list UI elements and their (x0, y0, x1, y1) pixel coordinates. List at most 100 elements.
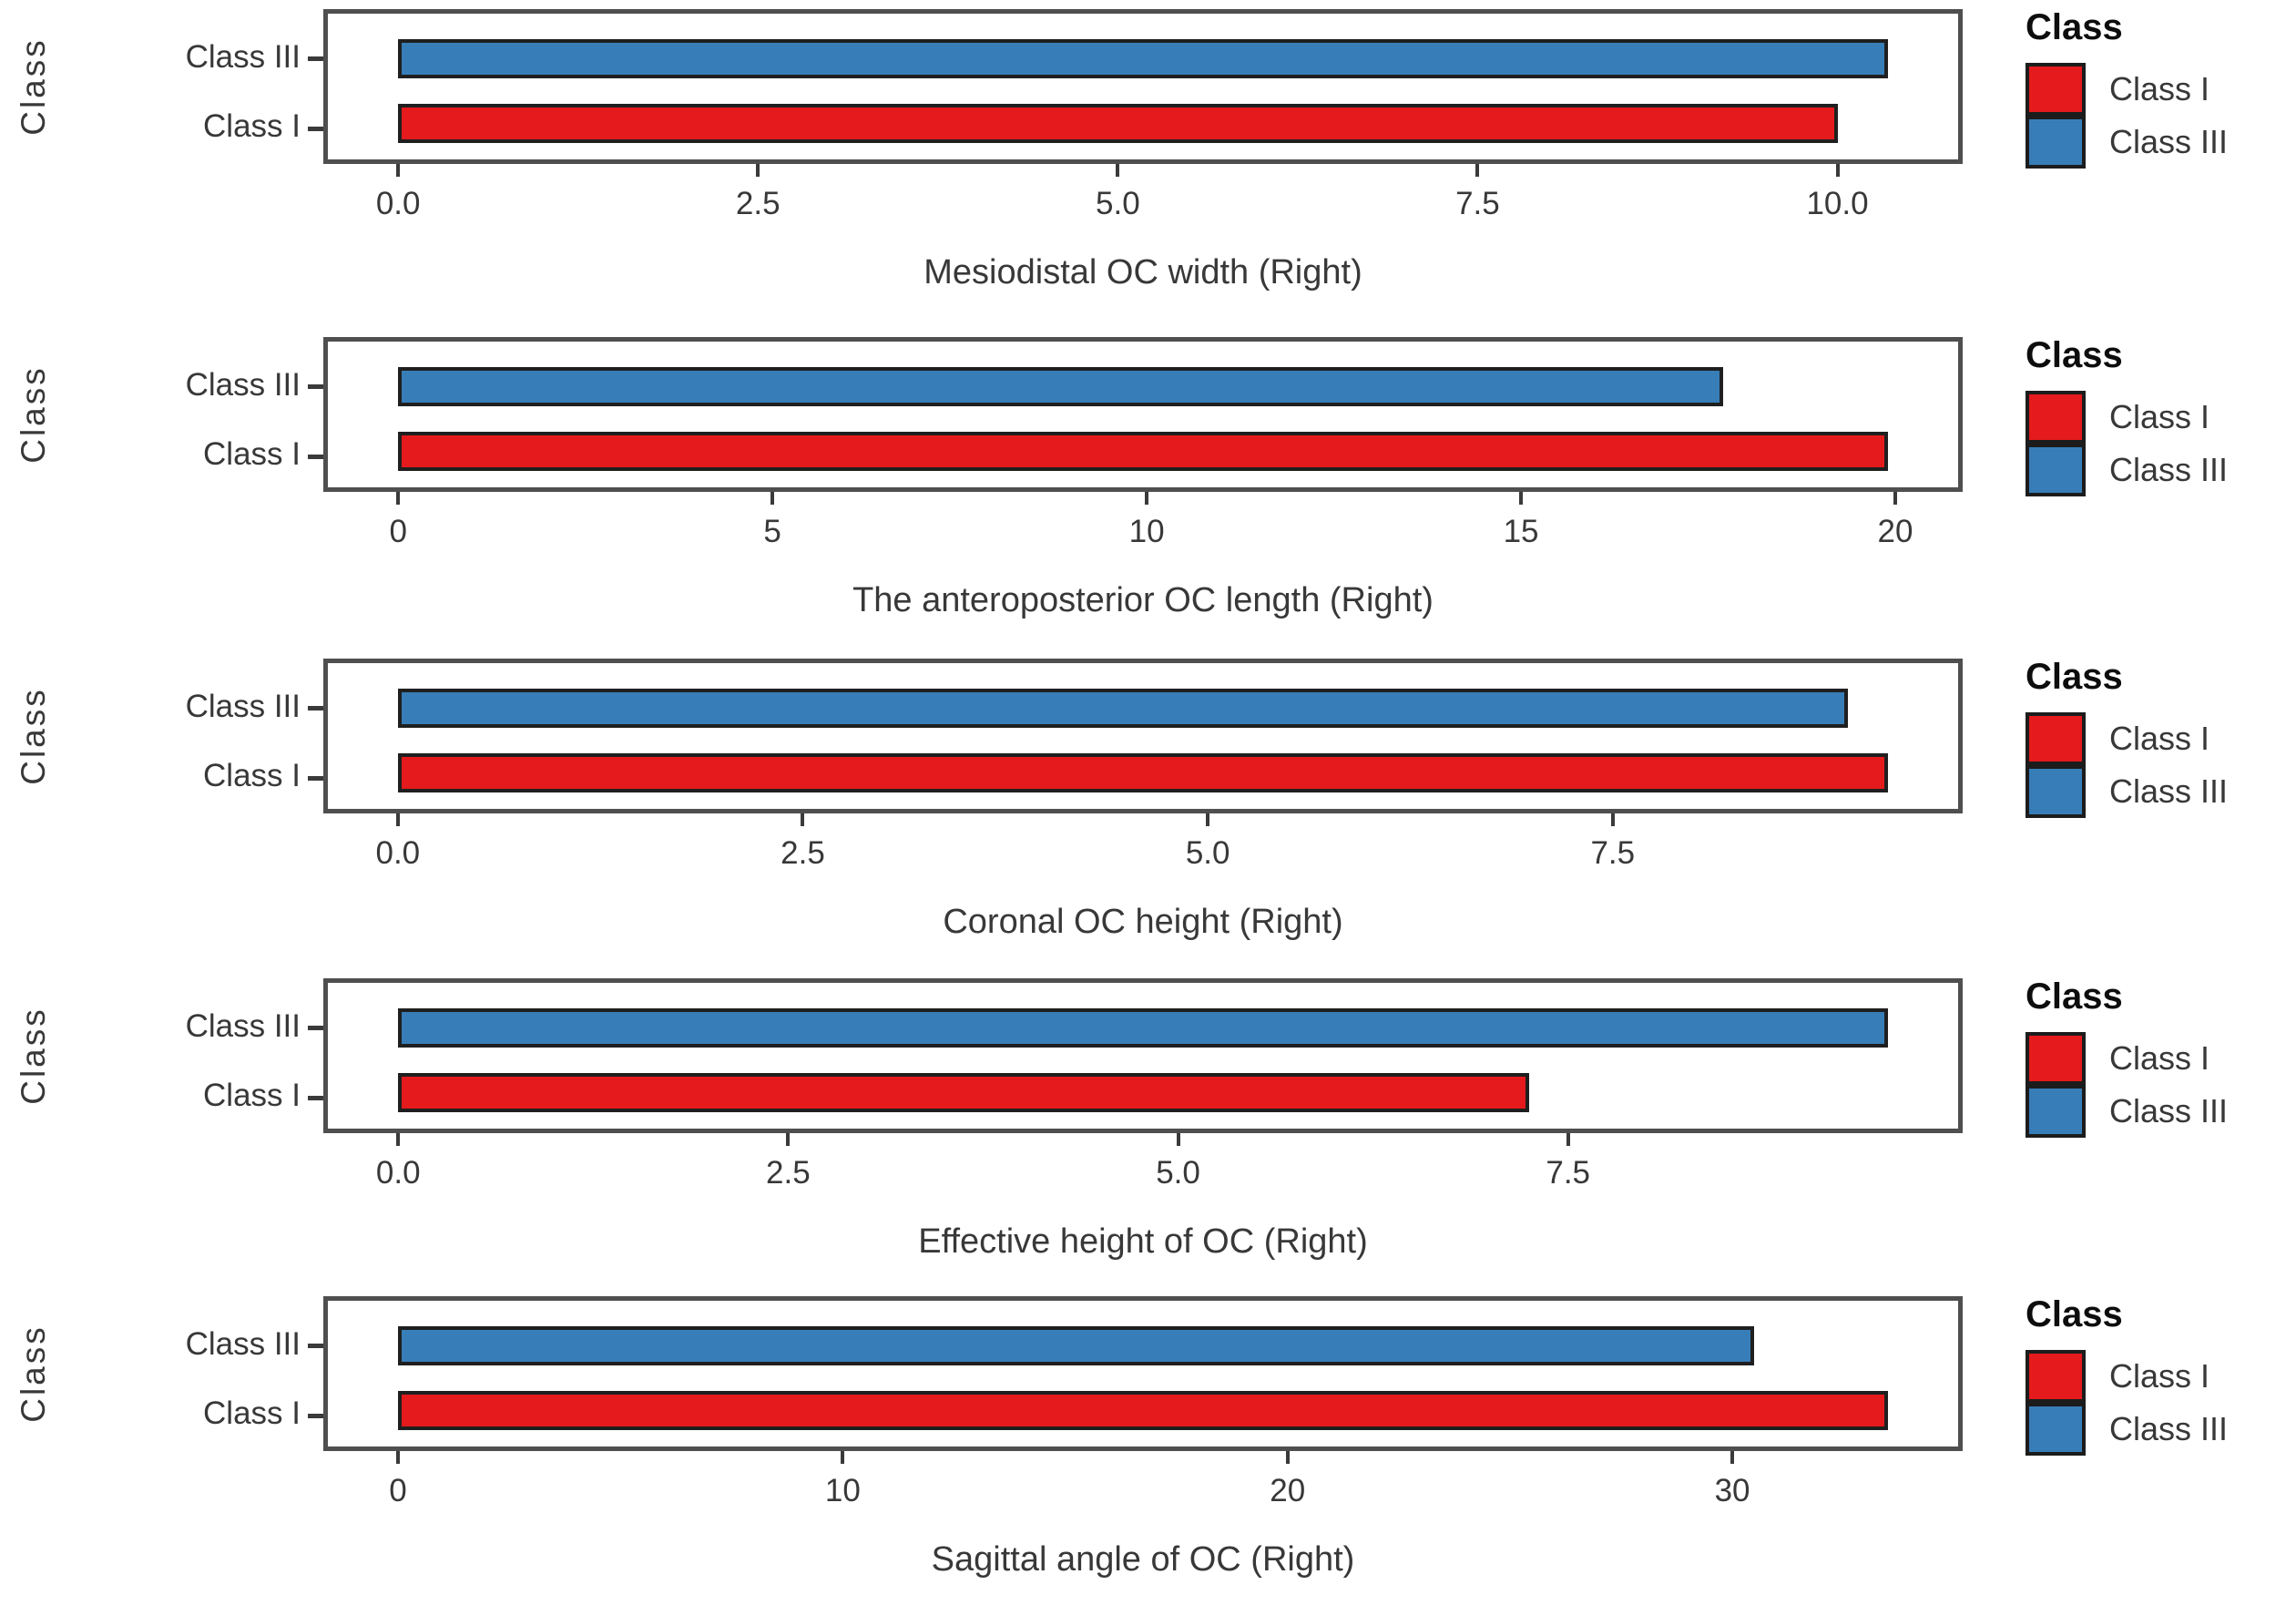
y-tick-mark (308, 455, 323, 459)
bar-class-i (398, 104, 1838, 143)
x-axis-title: Coronal OC height (Right) (943, 903, 1343, 941)
x-tick-label: 2.5 (781, 835, 825, 871)
x-tick-mark (1730, 1451, 1735, 1464)
category-label: Class I (203, 1078, 301, 1114)
legend-swatch (2026, 63, 2086, 116)
x-tick-mark (396, 1133, 401, 1146)
legend: Class Class I Class III (2026, 976, 2294, 1138)
y-axis-title: Class (5, 9, 62, 164)
legend-label: Class I (2109, 398, 2210, 435)
bar-class-i (398, 1073, 1529, 1112)
x-tick-mark (1475, 164, 1480, 177)
x-tick-label: 20 (1877, 514, 1913, 549)
chart-2: Class Class III Class I 0 5 10 15 20 The anterop… (0, 330, 2296, 650)
y-axis-title-text: Class (15, 1007, 52, 1105)
x-tick-label: 7.5 (1455, 186, 1500, 221)
y-tick-mark (308, 1096, 323, 1100)
legend-label: Class III (2109, 123, 2229, 160)
legend-swatch (2026, 712, 2086, 765)
legend: Class Class I Class III (2026, 335, 2294, 496)
x-tick-label: 0 (389, 514, 407, 549)
legend-item-class-iii: Class III (2026, 116, 2294, 169)
chart-5: Class Class III Class I 0 10 20 30 Sagittal ang… (0, 1289, 2296, 1605)
y-tick-mark (308, 776, 323, 781)
x-tick-mark (395, 813, 400, 826)
legend-label: Class III (2109, 772, 2229, 810)
category-label: Class III (185, 1325, 301, 1362)
x-tick-label: 15 (1503, 514, 1539, 549)
bar-class-iii (398, 1326, 1755, 1365)
legend-swatch (2026, 765, 2086, 818)
y-axis-title-text: Class (15, 365, 52, 464)
x-tick-label: 0.0 (375, 835, 421, 871)
x-tick-mark (841, 1451, 845, 1464)
x-tick-mark (1835, 164, 1840, 177)
x-tick-label: 2.5 (766, 1155, 811, 1191)
x-tick-mark (770, 492, 775, 505)
y-category-labels: Class III Class I (62, 337, 317, 492)
bar-class-i (398, 1391, 1888, 1430)
legend: Class Class I Class III (2026, 7, 2294, 169)
bar-class-iii (398, 367, 1723, 406)
legend-swatch (2026, 444, 2086, 496)
x-tick-label: 0.0 (375, 186, 421, 221)
chart-4: Class Class III Class I 0.0 2.5 5.0 7.5 Effecti… (0, 971, 2296, 1292)
y-tick-mark (308, 1026, 323, 1030)
legend-item-class-iii: Class III (2026, 444, 2294, 496)
x-tick-label: 7.5 (1546, 1155, 1591, 1191)
x-tick-mark (756, 164, 760, 177)
x-tick-mark (1519, 492, 1524, 505)
x-axis-title: Effective height of OC (Right) (918, 1222, 1368, 1261)
legend-swatch (2026, 1350, 2086, 1403)
y-tick-mark (308, 384, 323, 389)
x-tick-label: 5 (763, 514, 781, 549)
legend-label: Class I (2109, 720, 2210, 757)
chart-3: Class Class III Class I 0.0 2.5 5.0 7.5 Coronal… (0, 651, 2296, 972)
category-label: Class III (185, 366, 301, 403)
x-tick-label: 20 (1270, 1473, 1306, 1508)
y-category-labels: Class III Class I (62, 9, 317, 164)
y-axis-title-text: Class (15, 1324, 52, 1423)
x-tick-label: 10 (1128, 514, 1165, 549)
category-label: Class I (203, 1395, 301, 1432)
x-tick-mark (1116, 164, 1120, 177)
legend-label: Class III (2109, 1092, 2229, 1130)
x-tick-label: 5.0 (1185, 835, 1230, 871)
legend-item-class-i: Class I (2026, 1350, 2294, 1403)
y-tick-mark (308, 56, 323, 61)
x-tick-mark (1176, 1133, 1180, 1146)
x-tick-mark (1893, 492, 1898, 505)
x-axis-title: The anteroposterior OC length (Right) (852, 581, 1434, 619)
x-tick-mark (396, 164, 401, 177)
legend-item-class-iii: Class III (2026, 765, 2294, 818)
x-tick-label: 7.5 (1590, 835, 1636, 871)
legend-swatch (2026, 1085, 2086, 1138)
x-tick-label: 0.0 (375, 1155, 421, 1191)
y-category-labels: Class III Class I (62, 1296, 317, 1451)
y-tick-mark (308, 706, 323, 710)
category-label: Class I (203, 436, 301, 473)
category-label: Class I (203, 108, 301, 145)
x-tick-label: 5.0 (1096, 186, 1140, 221)
category-label: Class I (203, 758, 301, 794)
plot-panel-wrap: 0 5 10 15 20 The anteroposterior OC length (R… (308, 337, 1963, 619)
legend-label: Class III (2109, 451, 2229, 488)
legend-title: Class (2026, 335, 2123, 375)
legend: Class Class I Class III (2026, 657, 2294, 818)
x-tick-mark (786, 1133, 791, 1146)
chart-1: Class Class III Class I 0.0 2.5 5.0 7.5 10.0 Mes… (0, 2, 2296, 322)
legend-swatch (2026, 1032, 2086, 1085)
legend-swatch (2026, 391, 2086, 444)
x-tick-mark (801, 813, 805, 826)
x-tick-label: 5.0 (1156, 1155, 1200, 1191)
legend-title: Class (2026, 976, 2123, 1017)
legend-title: Class (2026, 1294, 2123, 1334)
y-axis-title-text: Class (15, 687, 52, 785)
category-label: Class III (185, 688, 301, 724)
x-tick-mark (1610, 813, 1615, 826)
x-tick-label: 30 (1714, 1473, 1750, 1508)
x-tick-mark (396, 1451, 401, 1464)
legend-item-class-i: Class I (2026, 1032, 2294, 1085)
legend-item-class-i: Class I (2026, 63, 2294, 116)
